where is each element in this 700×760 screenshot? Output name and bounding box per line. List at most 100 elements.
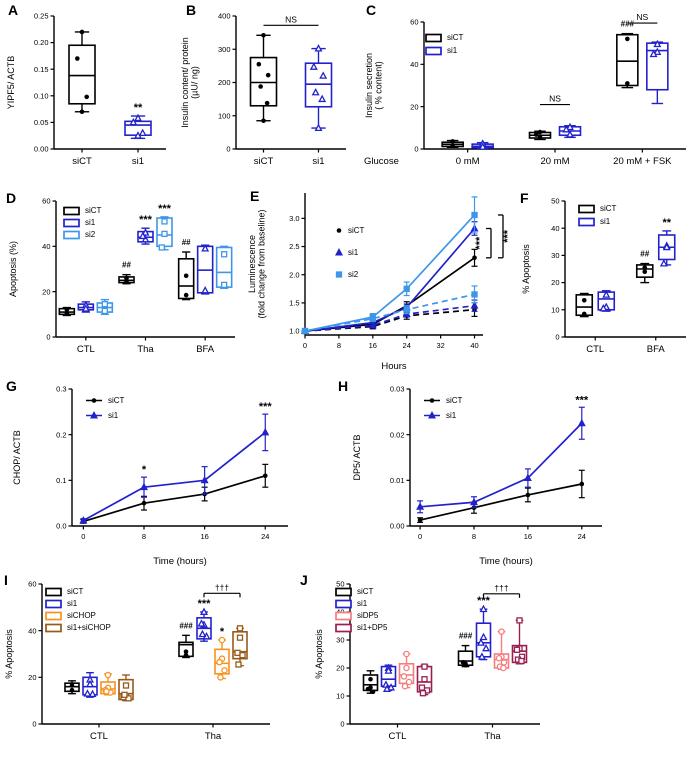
data-point bbox=[653, 39, 662, 48]
tick-label: 0 bbox=[81, 532, 85, 541]
tick-label: 0.20 bbox=[34, 38, 49, 47]
tick-label: 3.0 bbox=[289, 214, 299, 223]
data-point bbox=[477, 652, 486, 660]
data-point bbox=[479, 604, 488, 613]
x-category-label: BFA bbox=[647, 344, 666, 355]
legend-label: si1+siCHOP bbox=[67, 623, 111, 632]
data-point bbox=[421, 663, 428, 670]
x-category-label: si1 bbox=[132, 156, 144, 167]
tick-label: 50 bbox=[336, 580, 344, 589]
data-point bbox=[421, 676, 428, 683]
x-category-label: CTL bbox=[90, 731, 108, 742]
tick-label: 20 bbox=[551, 278, 559, 287]
data-point bbox=[261, 118, 266, 124]
legend-label: siCT bbox=[357, 587, 374, 596]
data-point bbox=[309, 62, 318, 70]
significance-note: *** bbox=[259, 401, 273, 413]
tick-label: 40 bbox=[42, 242, 50, 251]
data-point bbox=[261, 32, 266, 38]
data-point bbox=[216, 658, 223, 666]
data-point bbox=[311, 88, 320, 96]
tick-label: 24 bbox=[578, 532, 586, 541]
data-point bbox=[314, 123, 323, 132]
tick-label: 2.0 bbox=[289, 270, 299, 279]
data-point bbox=[450, 139, 455, 144]
y-axis-label: Apoptosis (%) bbox=[8, 241, 18, 297]
data-point bbox=[125, 695, 132, 702]
data-point bbox=[64, 310, 70, 316]
legend-label: siDP5 bbox=[357, 611, 379, 620]
tick-label: 32 bbox=[436, 341, 444, 350]
data-point bbox=[335, 248, 343, 256]
tick-label: 0.0 bbox=[56, 522, 66, 531]
series-line bbox=[83, 474, 266, 523]
tick-label: 0.05 bbox=[34, 118, 49, 127]
data-point bbox=[450, 143, 455, 148]
data-point bbox=[86, 679, 94, 688]
panel-a-chart: 0.00 0.05 0.10 0.15 0.20 0.25 YIPF5/ ACTB siCT s… bbox=[6, 12, 166, 167]
tick-label: 60 bbox=[28, 580, 36, 589]
data-point bbox=[218, 636, 226, 644]
data-point bbox=[581, 297, 587, 303]
data-point bbox=[429, 398, 435, 403]
data-point bbox=[368, 320, 377, 329]
data-point bbox=[533, 132, 539, 137]
series-line bbox=[304, 304, 475, 332]
series-line bbox=[304, 293, 475, 332]
x-category-label: BFA bbox=[196, 344, 215, 355]
annotation-text: NS bbox=[285, 14, 297, 24]
data-point bbox=[138, 231, 147, 240]
tick-label: 0 bbox=[32, 720, 36, 729]
tick-label: 100 bbox=[218, 111, 231, 120]
data-point bbox=[365, 686, 371, 692]
data-point bbox=[403, 285, 410, 292]
data-point bbox=[121, 691, 128, 698]
data-point bbox=[239, 652, 246, 659]
data-point bbox=[158, 244, 165, 251]
data-point bbox=[382, 684, 391, 692]
legend-label: siCT bbox=[108, 396, 125, 405]
data-point bbox=[79, 109, 85, 115]
data-point bbox=[318, 94, 327, 103]
legend-swatch bbox=[335, 599, 352, 609]
tick-label: 16 bbox=[369, 341, 377, 350]
data-point bbox=[183, 652, 189, 658]
data-point bbox=[403, 306, 410, 313]
series-line bbox=[419, 483, 582, 521]
legend-swatch bbox=[335, 587, 352, 597]
significance-note: *** bbox=[575, 394, 589, 406]
y-axis-label: % Apoptosis bbox=[521, 244, 531, 294]
legend-label: si1 bbox=[85, 218, 96, 227]
legend-label: si2 bbox=[348, 270, 359, 279]
data-point bbox=[516, 617, 523, 624]
y-axis-label: Luminescence bbox=[247, 235, 257, 293]
y-axis-label: % Apoptosis bbox=[314, 629, 324, 679]
significance-note: * bbox=[220, 626, 225, 638]
data-point bbox=[525, 492, 531, 498]
significance-note: ### bbox=[621, 20, 635, 29]
legend-label: si1 bbox=[348, 248, 359, 257]
tick-label: 0.10 bbox=[34, 91, 49, 100]
series-line bbox=[304, 214, 476, 332]
legend-label: siCT bbox=[600, 204, 617, 213]
tick-label: 0.15 bbox=[34, 65, 49, 74]
legend-swatch bbox=[63, 206, 80, 216]
legend-label: si1 bbox=[446, 411, 457, 420]
data-point bbox=[419, 690, 427, 697]
panel-label-j: J bbox=[300, 572, 308, 588]
x-axis-label: Time (hours) bbox=[479, 556, 533, 567]
data-point bbox=[537, 134, 543, 140]
data-point bbox=[200, 607, 208, 615]
data-point bbox=[236, 625, 244, 632]
data-point bbox=[478, 142, 487, 150]
data-point bbox=[256, 61, 262, 67]
tick-label: 40 bbox=[410, 60, 418, 69]
data-point bbox=[141, 235, 150, 243]
legend-label: si1 bbox=[600, 217, 611, 226]
data-point bbox=[197, 619, 206, 627]
x-category-label: CTL bbox=[586, 344, 604, 355]
x-category-label: Tha bbox=[205, 731, 222, 742]
data-point bbox=[235, 661, 242, 668]
data-point bbox=[642, 265, 648, 270]
data-point bbox=[200, 475, 209, 484]
